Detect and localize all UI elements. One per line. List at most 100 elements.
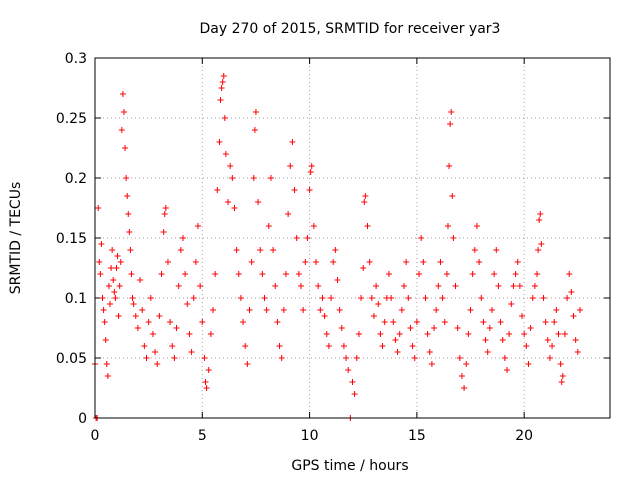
data-point xyxy=(499,337,506,343)
data-points xyxy=(92,73,583,421)
data-point xyxy=(437,259,444,265)
data-point xyxy=(570,313,577,319)
data-point xyxy=(568,289,575,295)
data-point xyxy=(240,319,247,325)
data-point xyxy=(534,271,541,277)
data-point xyxy=(368,295,375,301)
data-point xyxy=(300,307,307,313)
data-point xyxy=(411,355,418,361)
data-point xyxy=(330,259,337,265)
data-point xyxy=(373,283,380,289)
data-point xyxy=(564,295,571,301)
data-point xyxy=(313,259,320,265)
data-point xyxy=(248,259,255,265)
data-point xyxy=(353,355,360,361)
data-point xyxy=(349,379,356,385)
data-point xyxy=(149,331,156,337)
data-point xyxy=(416,271,423,277)
data-point xyxy=(338,325,345,331)
data-point xyxy=(221,115,228,121)
data-point xyxy=(164,259,171,265)
data-point xyxy=(523,343,530,349)
data-point xyxy=(219,79,226,85)
data-point xyxy=(251,127,258,133)
data-point xyxy=(109,247,116,253)
data-point xyxy=(355,331,362,337)
data-point xyxy=(118,127,125,133)
y-tick-label: 0.2 xyxy=(65,171,87,187)
data-point xyxy=(394,349,401,355)
data-point xyxy=(396,331,403,337)
y-tick-label: 0.1 xyxy=(65,291,87,307)
data-point xyxy=(293,235,300,241)
data-point xyxy=(546,355,553,361)
data-point xyxy=(278,355,285,361)
data-point xyxy=(141,343,148,349)
data-point xyxy=(218,85,225,91)
data-point xyxy=(557,361,564,367)
data-point xyxy=(130,301,137,307)
data-point xyxy=(295,271,302,277)
data-point xyxy=(222,151,229,157)
data-point xyxy=(197,283,204,289)
data-point xyxy=(282,271,289,277)
data-point xyxy=(96,259,103,265)
y-tick-label: 0.05 xyxy=(56,351,87,367)
data-point xyxy=(443,271,450,277)
data-point xyxy=(156,313,163,319)
grid-lines xyxy=(95,58,610,418)
data-point xyxy=(454,325,461,331)
data-point xyxy=(375,301,382,307)
data-point xyxy=(255,199,262,205)
data-point xyxy=(98,241,105,247)
data-point xyxy=(392,337,399,343)
data-point xyxy=(112,295,119,301)
data-point xyxy=(302,259,309,265)
data-point xyxy=(250,175,257,181)
data-point xyxy=(186,331,193,337)
data-point xyxy=(516,283,523,289)
data-point xyxy=(428,361,435,367)
data-point xyxy=(542,319,549,325)
data-point xyxy=(461,385,468,391)
data-point xyxy=(205,367,212,373)
data-point xyxy=(276,343,283,349)
data-point xyxy=(199,319,206,325)
data-point xyxy=(207,331,214,337)
data-point xyxy=(100,307,107,313)
data-point xyxy=(433,307,440,313)
data-point xyxy=(242,343,249,349)
data-point xyxy=(108,265,115,271)
data-point xyxy=(129,295,136,301)
data-point xyxy=(97,271,104,277)
data-point xyxy=(336,307,343,313)
data-point xyxy=(572,337,579,343)
data-point xyxy=(343,355,350,361)
data-point xyxy=(265,223,272,229)
y-tick-label: 0.15 xyxy=(56,231,87,247)
data-point xyxy=(559,373,566,379)
data-point xyxy=(304,235,311,241)
data-point xyxy=(364,223,371,229)
x-tick-labels: 0 5 10 15 20 xyxy=(91,428,534,444)
data-point xyxy=(99,295,106,301)
data-point xyxy=(169,343,176,349)
data-point xyxy=(233,247,240,253)
data-point xyxy=(360,265,367,271)
data-point xyxy=(113,265,120,271)
data-point xyxy=(110,277,117,283)
data-point xyxy=(497,319,504,325)
data-point xyxy=(210,307,217,313)
data-point xyxy=(285,211,292,217)
data-point xyxy=(328,295,335,301)
data-point xyxy=(203,385,210,391)
data-point xyxy=(306,187,313,193)
data-point xyxy=(551,319,558,325)
data-point xyxy=(439,295,446,301)
data-point xyxy=(508,301,515,307)
data-point xyxy=(525,361,532,367)
data-point xyxy=(259,271,266,277)
data-point xyxy=(435,283,442,289)
data-point xyxy=(229,175,236,181)
